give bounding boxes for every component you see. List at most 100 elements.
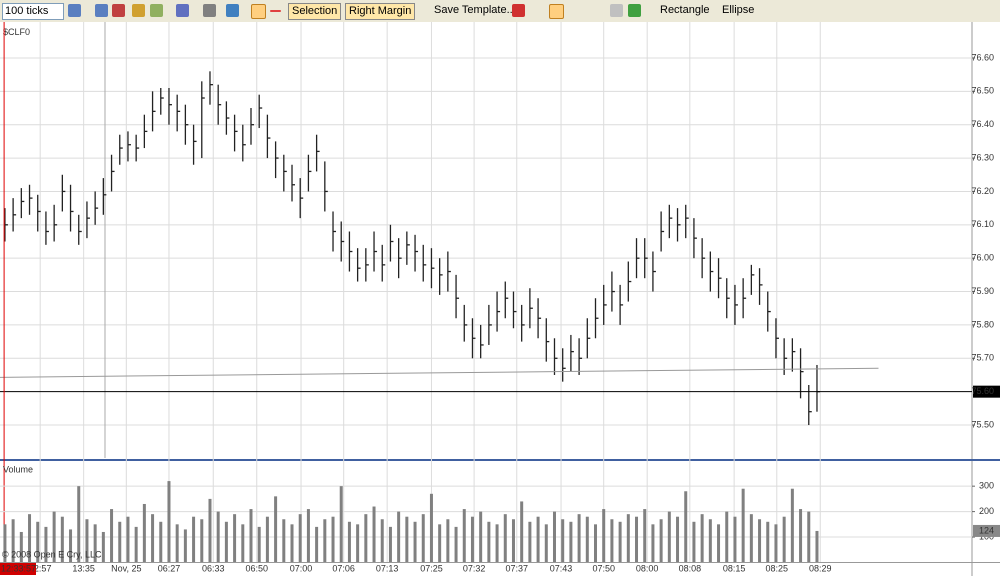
volume-bar [159,521,163,563]
volume-bar [175,524,179,563]
y-tick-label: 75.80 [971,319,994,329]
volume-bar [667,511,671,563]
volume-bar [659,519,663,563]
pin-icon[interactable] [512,4,525,17]
volume-bar [421,514,425,563]
volume-bar [397,511,401,563]
paste-icon[interactable] [226,4,239,17]
y-tick-label: 76.20 [971,186,994,196]
x-tick-label: 06:33 [202,563,225,573]
volume-bar [749,514,753,563]
x-tick-label: 12:57 [29,563,52,573]
zoom-in-icon[interactable] [95,4,108,17]
right-margin-button[interactable]: Right Margin [345,3,416,20]
volume-bar [183,529,187,563]
copyright: © 2008 Open E Cry, LLC [2,549,102,559]
y-tick-label: 76.00 [971,253,994,263]
volume-bar [388,526,392,563]
volume-bar [577,514,581,563]
volume-bar [216,511,220,563]
rectangle-button[interactable]: Rectangle [660,4,710,16]
volume-bar [676,516,680,563]
last-price-box [973,385,1000,398]
volume-bar [241,524,245,563]
x-tick-label: 07:06 [332,563,355,573]
ellipse-button[interactable]: Ellipse [722,4,755,16]
panel-title: $CLF0 [3,27,30,37]
volume-bar [758,519,762,563]
volume-bar [331,516,335,563]
interval-select[interactable]: 100 ticks [2,3,64,20]
x-tick-label: 13:35 [72,563,95,573]
volume-bar [347,521,351,563]
volume-bar [536,516,540,563]
volume-bar [77,486,81,563]
properties-icon[interactable] [176,4,189,17]
volume-bar [298,514,302,563]
crosshair-icon[interactable] [251,4,266,19]
trend-line [0,367,879,378]
volume-bar [364,514,368,563]
volume-bar [717,524,721,563]
volume-bar [44,526,48,563]
volume-bar [28,514,32,563]
volume-bar [569,521,573,563]
cross-icon[interactable] [270,10,281,12]
volume-bar [192,516,196,563]
pointer-icon[interactable] [549,4,564,19]
lock-icon[interactable] [132,4,145,17]
volume-bar [356,524,360,563]
volume-bar [807,511,811,563]
volume-bar [19,531,23,563]
zoom-out-icon[interactable] [112,4,125,17]
save-template-button[interactable]: Save Template... [434,4,516,16]
volume-bar [511,519,515,563]
last-volume-box [973,524,1000,537]
volume-bar [274,496,278,563]
data-icon[interactable] [150,4,163,17]
volume-bar [618,521,622,563]
volume-bar [265,516,269,563]
price-panel [0,22,1000,459]
chart: $CLF0 76.60 76.50 76.40 76.30 76.20 76.10 76.00… [0,22,1000,576]
volume-bar [224,521,228,563]
volume-bar [142,503,146,563]
volume-bar [799,509,803,563]
cut-icon[interactable] [203,4,216,17]
volume-bar [602,509,606,563]
x-tick-label: 08:08 [679,563,702,573]
x-tick-label: 07:43 [550,563,573,573]
volume-bar [708,519,712,563]
volume-bar [454,526,458,563]
volume-bar [561,519,565,563]
text-icon[interactable] [610,4,623,17]
volume-bar [774,524,778,563]
y-tick-label: 76.60 [971,52,994,62]
volume-bar [528,521,532,563]
volume-bar [626,514,630,563]
volume-bar [741,488,745,563]
volume-bar [200,519,204,563]
volume-bar [93,524,97,563]
volume-bar [643,509,647,563]
x-tick-label: 07:00 [290,563,313,573]
volume-bar [766,521,770,563]
cursor-label: 12:33:57 [1,563,36,573]
volume-bar [520,501,524,563]
volume-bar [700,514,704,563]
volume-bar [651,524,655,563]
volume-bar [249,509,253,563]
x-tick-label: 06:27 [158,563,181,573]
volume-bar [380,519,384,563]
volume-bar [585,516,589,563]
x-tick-label: 08:29 [809,563,832,573]
volume-bar [479,511,483,563]
last-volume-label: 124 [979,525,994,535]
volume-bar [372,506,376,563]
x-tick-label: 08:25 [766,563,789,573]
volume-bar [790,488,794,563]
arrow-icon[interactable] [628,4,641,17]
selection-button[interactable]: Selection [288,3,342,20]
x-tick-label: 07:37 [505,563,528,573]
zoom-icon[interactable] [68,4,81,17]
